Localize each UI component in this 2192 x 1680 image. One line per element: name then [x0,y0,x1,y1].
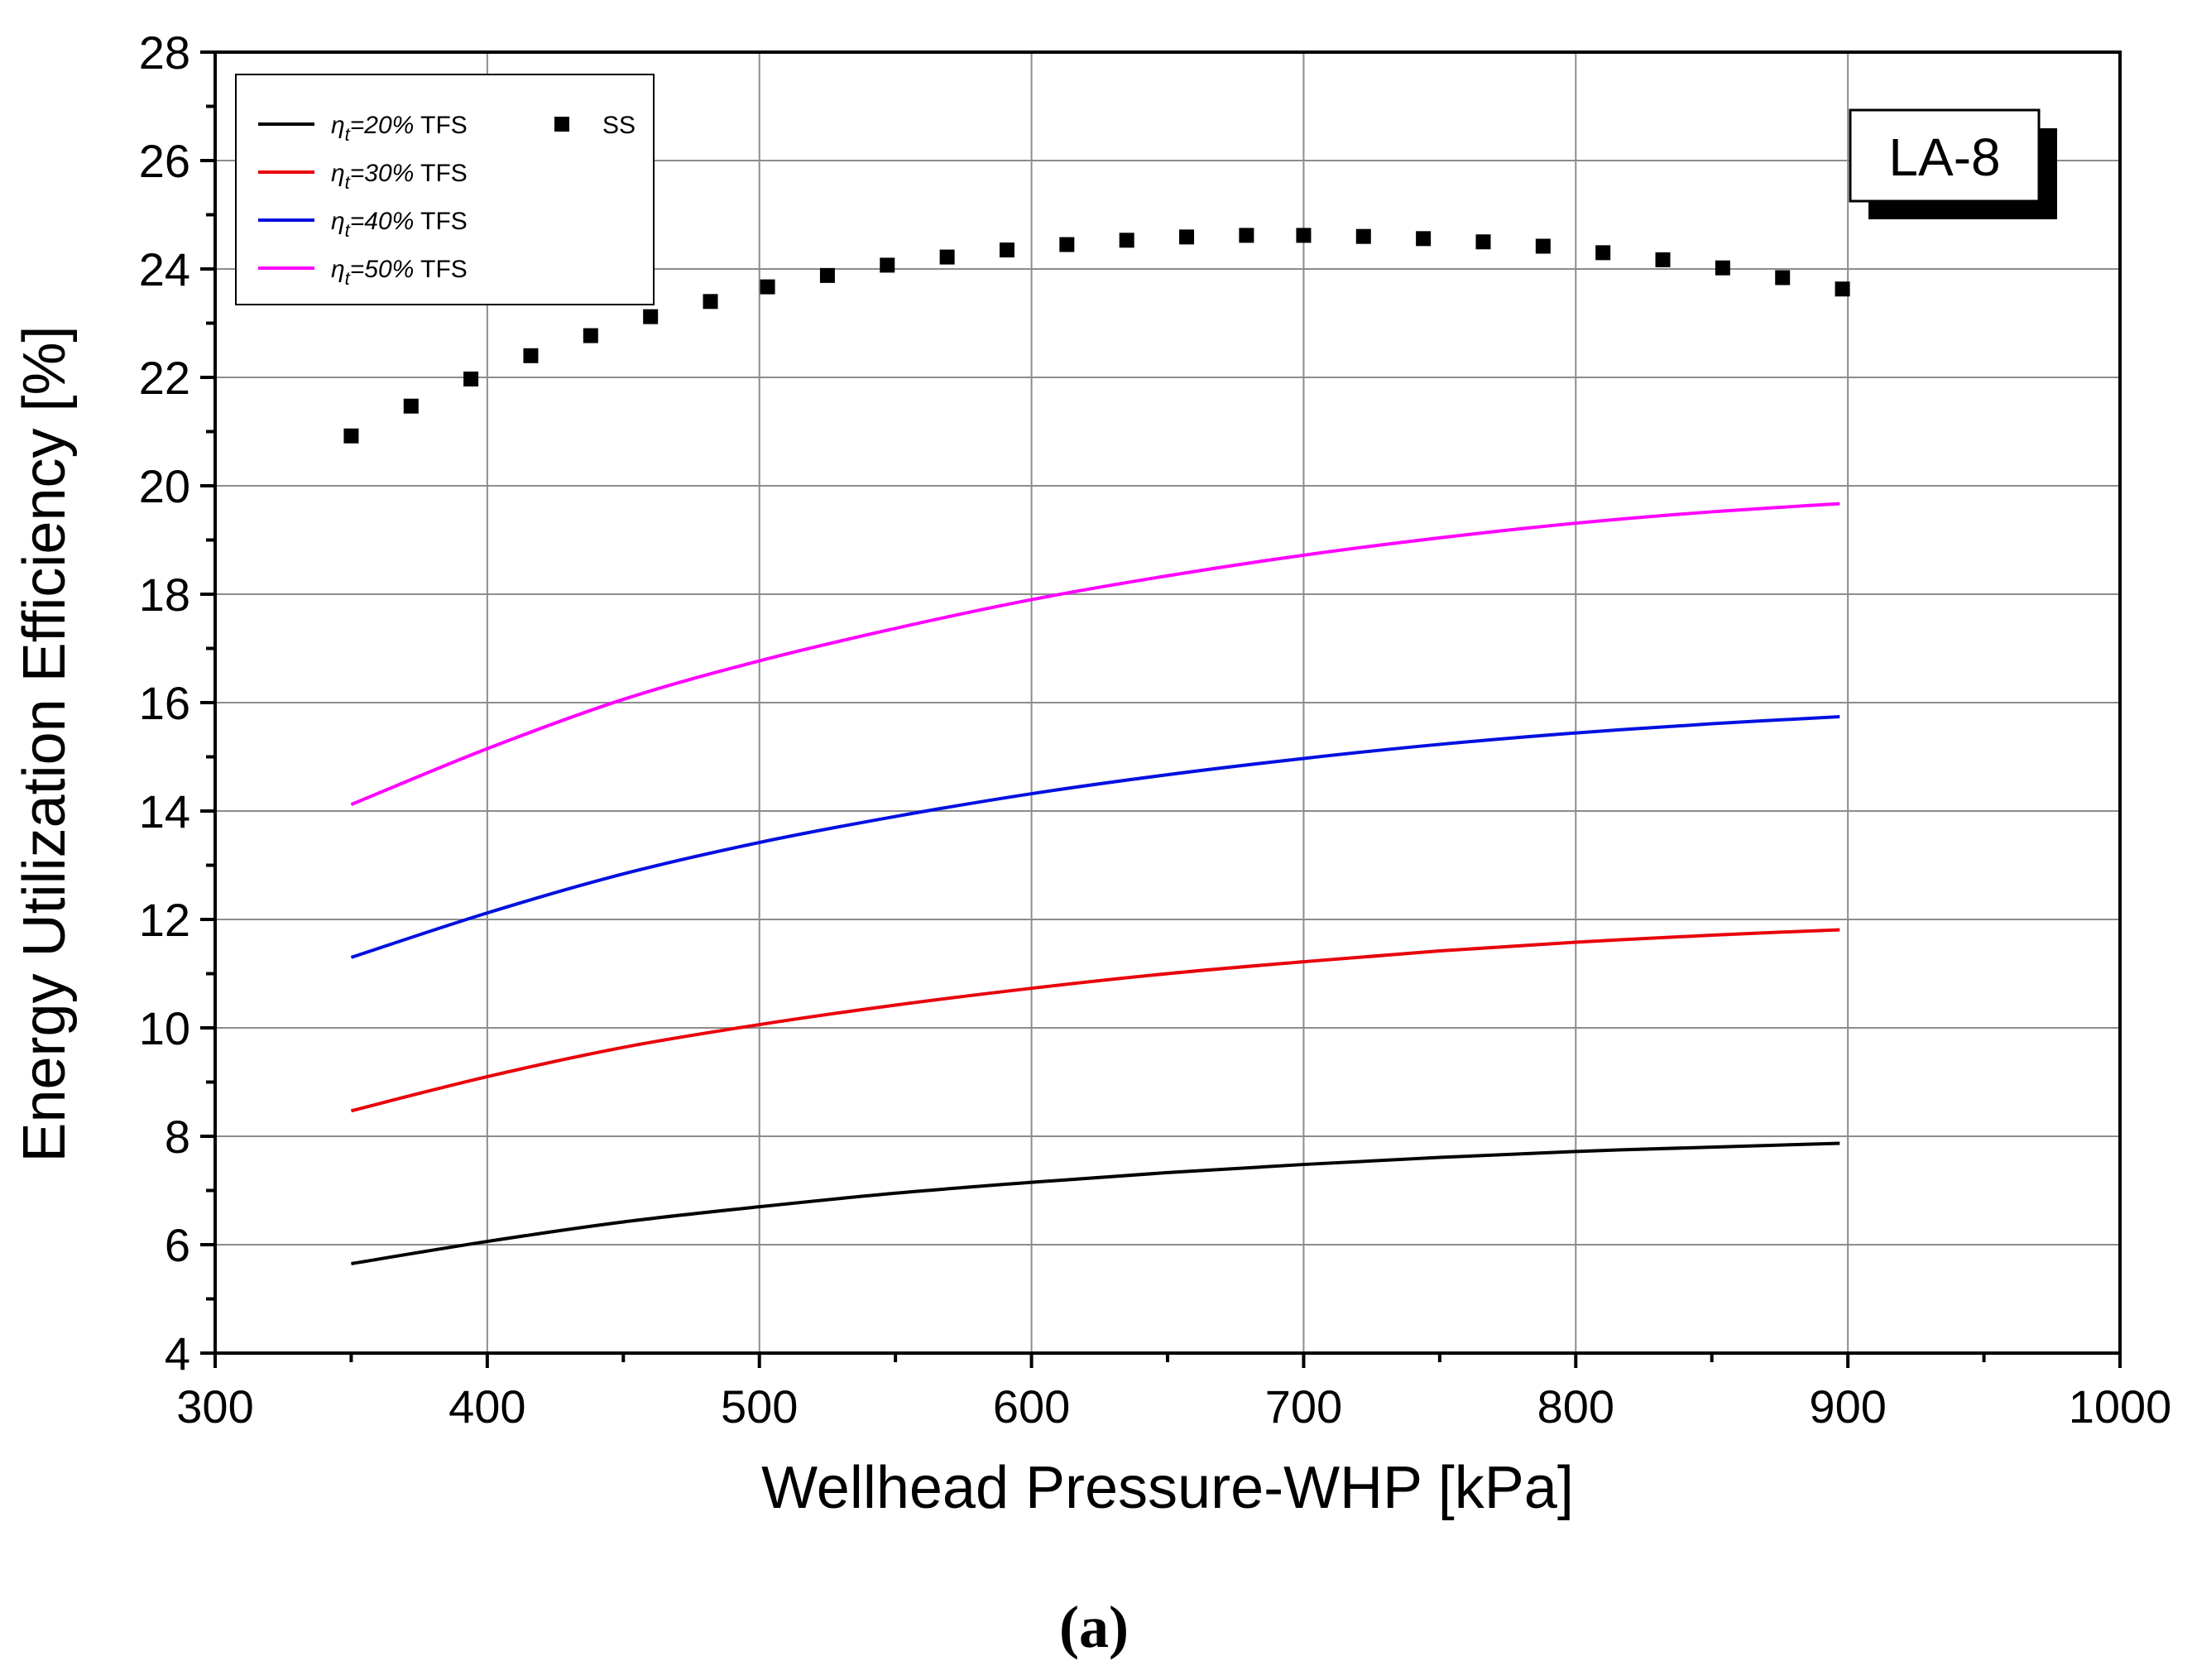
y-tick-label: 28 [139,26,190,79]
ss-marker [463,371,479,386]
x-axis-title: Wellhead Pressure-WHP [kPa] [761,1455,1574,1521]
ss-marker [1475,234,1491,250]
axis-ticks [200,50,2122,1368]
tick-labels: 300 400 500 600 700 800 900 1000 4 6 8 10 12 14 16 18 20… [139,26,2172,1433]
legend-label-ss: SS [602,112,636,139]
legend-label-1: ηt=20% TFS [331,112,468,145]
ss-marker [1416,231,1432,247]
plot-series [343,228,1850,1265]
ss-marker [1775,270,1791,286]
x-tick-label: 800 [1537,1380,1614,1433]
ss-marker [1355,228,1371,244]
x-tick-label: 300 [176,1380,253,1433]
y-tick-label: 24 [139,243,190,295]
ss-marker [1535,238,1551,254]
ss-marker [1835,281,1850,297]
x-tick-label: 900 [1809,1380,1886,1433]
ss-marker [1179,229,1195,245]
ss-marker [343,428,359,444]
ss-marker [819,267,835,283]
y-tick-label: 26 [139,135,190,187]
y-tick-label: 14 [139,785,190,838]
ss-marker [939,249,955,265]
y-tick-label: 8 [165,1111,190,1163]
figure-caption: (a) [1059,1594,1129,1660]
badge-label: LA-8 [1888,127,2000,187]
legend-label-3: ηt=40% TFS [331,208,468,241]
y-axis-title: Energy Utilization Efficiency [%] [12,325,78,1162]
ss-marker [643,309,659,324]
x-tick-label: 500 [721,1380,798,1433]
y-tick-label: 4 [165,1327,190,1380]
series-badge: LA-8 [1849,108,2057,219]
y-tick-label: 16 [139,677,190,729]
ss-marker [1715,260,1730,276]
y-tick-label: 20 [139,460,190,512]
ss-marker [1119,233,1134,248]
ss-marker [1296,228,1312,243]
series-line-4 [350,502,1840,806]
x-tick-label: 400 [448,1380,525,1433]
legend-box [235,74,655,305]
ss-marker [1059,237,1075,252]
ss-marker [999,242,1014,258]
legend-swatch-ss [554,117,569,132]
x-tick-label: 1000 [2069,1380,2172,1433]
y-tick-label: 18 [139,569,190,621]
ss-marker [703,294,718,310]
y-tick-label: 12 [139,894,190,946]
ss-marker [760,279,775,295]
x-tick-label: 600 [993,1380,1070,1433]
y-tick-label: 6 [165,1219,190,1271]
grid [215,52,2120,1353]
ss-marker [1595,245,1611,261]
x-tick-label: 700 [1265,1380,1342,1433]
ss-marker [880,257,895,273]
legend-label-2: ηt=30% TFS [331,160,468,193]
y-tick-label: 22 [139,352,190,404]
series-line-1 [351,1141,1840,1265]
ss-marker [403,398,419,414]
ss-marker [523,348,539,363]
ss-marker [1655,252,1671,267]
y-tick-label: 10 [139,1002,190,1054]
legend: ηt=20% TFS ηt=30% TFS ηt=40% TFS ηt=50% TFS… [235,74,655,305]
series-line-2 [350,928,1840,1113]
badge-box [1849,108,2041,203]
series-line-3 [350,715,1840,959]
ss-marker [583,328,598,343]
ss-marker [1239,228,1254,243]
legend-label-4: ηt=50% TFS [331,256,468,289]
